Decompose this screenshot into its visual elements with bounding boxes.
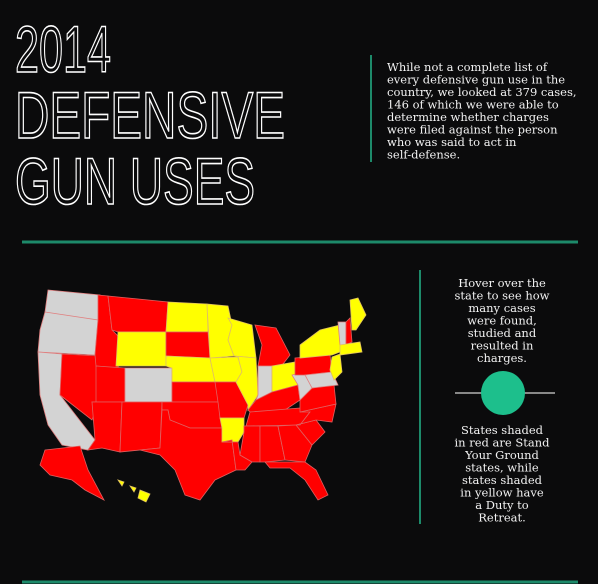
title-line: DEFENSIVE <box>15 78 285 152</box>
state[interactable] <box>124 367 173 403</box>
title-line: 2014 <box>15 12 111 86</box>
hover-line: resulted in <box>471 339 534 353</box>
intro-line: were filed against the person <box>387 123 558 137</box>
legend-line: Your Ground <box>464 448 539 462</box>
intro-line: country, we looked at 379 cases, <box>387 85 577 99</box>
state[interactable] <box>345 317 353 346</box>
legend-line: Retreat. <box>478 511 526 525</box>
intro-line: self-defense. <box>387 148 460 162</box>
us-map[interactable] <box>37 289 367 503</box>
hover-line: charges. <box>477 351 527 365</box>
intro-line: While not a complete list of <box>387 60 548 74</box>
state[interactable] <box>339 341 363 356</box>
legend-line: in red are Stand <box>455 436 551 450</box>
state[interactable] <box>119 401 163 453</box>
state[interactable] <box>37 311 99 356</box>
legend-line: States shaded <box>461 423 544 437</box>
state[interactable] <box>264 461 329 501</box>
hover-line: many cases <box>468 301 535 315</box>
state[interactable] <box>233 355 259 412</box>
hover-line: were found, <box>467 314 537 328</box>
state[interactable] <box>209 356 243 383</box>
hover-line: studied and <box>468 326 537 340</box>
state[interactable] <box>329 353 343 381</box>
hover-line: Hover over the <box>458 276 546 290</box>
intro-line: who was said to act in <box>387 135 517 149</box>
state[interactable] <box>139 409 237 501</box>
intro-line: determine whether charges <box>387 110 549 124</box>
state[interactable] <box>349 297 367 331</box>
intro-line: 146 of which we were able to <box>387 98 559 112</box>
state[interactable] <box>137 489 151 503</box>
legend-line: states, while <box>465 461 539 475</box>
state[interactable] <box>165 355 216 383</box>
legend-line: in yellow have <box>460 486 544 500</box>
state[interactable] <box>165 301 209 333</box>
state[interactable] <box>165 331 211 359</box>
state[interactable] <box>247 384 301 413</box>
title-line: GUN USES <box>15 144 255 218</box>
state[interactable] <box>259 425 286 463</box>
intro-line: every defensive gun use in the <box>387 73 565 87</box>
state[interactable] <box>304 371 339 389</box>
hover-line: state to see how <box>454 289 549 303</box>
state[interactable] <box>219 417 245 443</box>
state[interactable] <box>129 485 137 493</box>
state[interactable] <box>171 381 219 403</box>
state[interactable] <box>221 439 253 471</box>
state[interactable] <box>39 445 105 501</box>
slider-knob[interactable] <box>481 371 525 415</box>
state[interactable] <box>117 479 125 487</box>
state[interactable] <box>115 331 167 367</box>
state[interactable] <box>107 295 169 333</box>
state[interactable] <box>277 424 313 463</box>
legend-line: states shaded <box>462 473 543 487</box>
legend-line: a Duty to <box>475 498 529 512</box>
state[interactable] <box>295 403 337 426</box>
